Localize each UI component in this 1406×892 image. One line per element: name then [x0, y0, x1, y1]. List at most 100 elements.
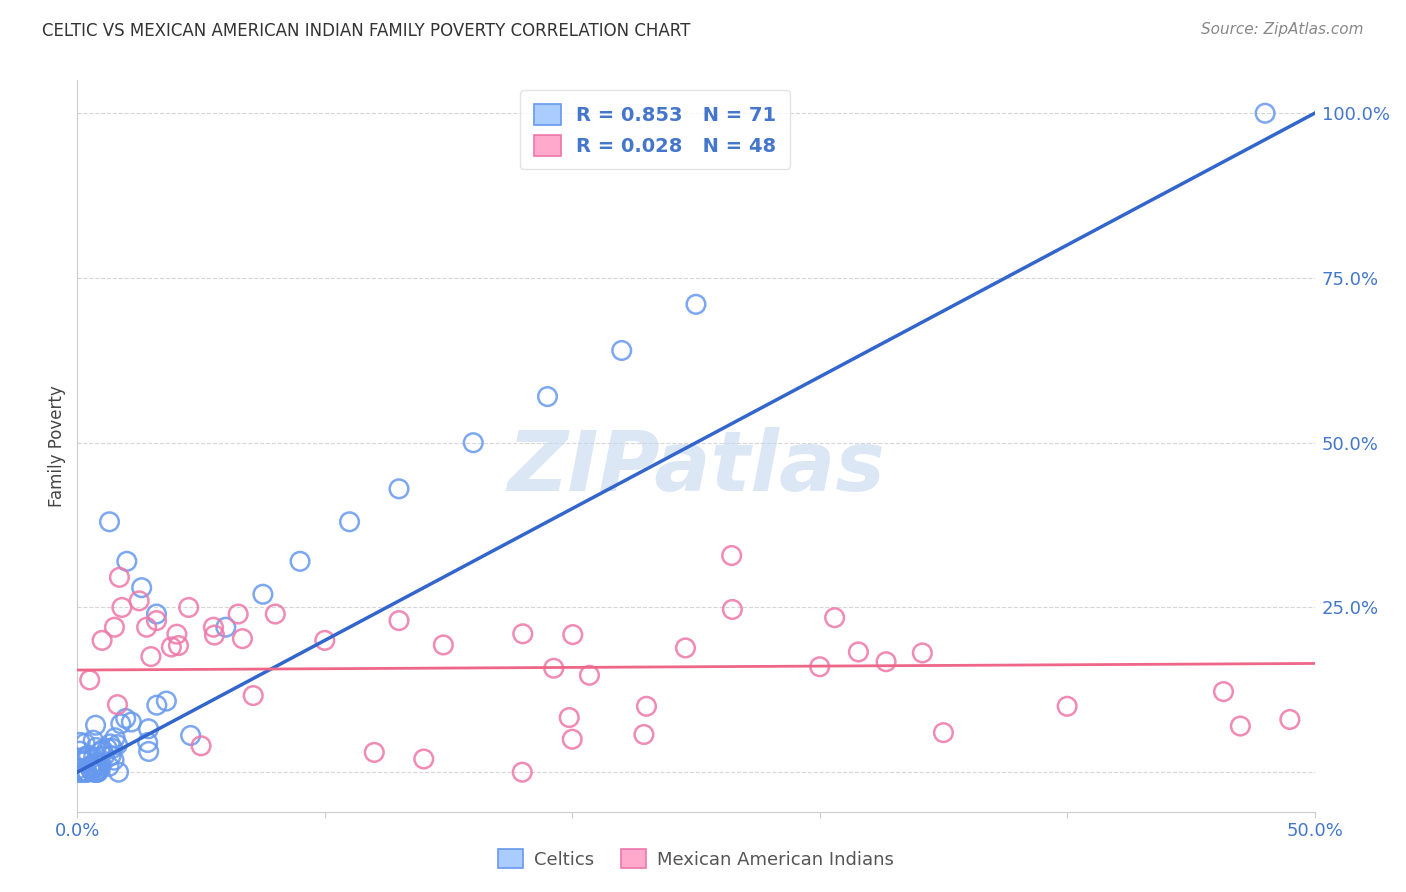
Celtics: [86, 765, 108, 780]
Celtics: [131, 581, 153, 595]
Celtics: [104, 731, 127, 745]
Celtics: [76, 765, 98, 780]
Mexican American Indians: [875, 655, 897, 669]
Celtics: [101, 741, 124, 756]
Celtics: [75, 736, 97, 750]
Celtics: [107, 765, 129, 780]
Mexican American Indians: [242, 689, 264, 703]
Mexican American Indians: [79, 673, 101, 687]
Celtics: [98, 737, 121, 751]
Mexican American Indians: [107, 698, 129, 712]
Celtics: [89, 756, 111, 771]
Mexican American Indians: [432, 638, 454, 652]
Celtics: [79, 759, 101, 773]
Mexican American Indians: [139, 649, 162, 664]
Celtics: [83, 750, 105, 764]
Celtics: [155, 694, 177, 708]
Legend: Celtics, Mexican American Indians: Celtics, Mexican American Indians: [491, 841, 901, 876]
Celtics: [146, 698, 169, 713]
Mexican American Indians: [231, 632, 253, 646]
Mexican American Indians: [721, 602, 744, 616]
Celtics: [110, 716, 132, 731]
Celtics: [288, 554, 311, 568]
Celtics: [98, 759, 121, 773]
Mexican American Indians: [675, 640, 697, 655]
Celtics: [120, 714, 142, 729]
Celtics: [90, 756, 112, 771]
Celtics: [98, 515, 121, 529]
Celtics: [87, 765, 110, 780]
Mexican American Indians: [190, 739, 212, 753]
Celtics: [70, 751, 93, 765]
Mexican American Indians: [167, 639, 190, 653]
Celtics: [138, 722, 160, 736]
Mexican American Indians: [108, 570, 131, 584]
Mexican American Indians: [145, 614, 167, 628]
Mexican American Indians: [202, 620, 225, 634]
Mexican American Indians: [363, 746, 385, 760]
Mexican American Indians: [932, 725, 955, 739]
Celtics: [84, 756, 107, 770]
Celtics: [69, 744, 91, 758]
Mexican American Indians: [720, 549, 742, 563]
Celtics: [77, 748, 100, 763]
Mexican American Indians: [561, 732, 583, 747]
Mexican American Indians: [128, 594, 150, 608]
Mexican American Indians: [111, 600, 134, 615]
Celtics: [103, 753, 125, 767]
Celtics: [180, 729, 202, 743]
Celtics: [115, 554, 138, 568]
Mexican American Indians: [633, 727, 655, 741]
Celtics: [69, 765, 91, 780]
Mexican American Indians: [1056, 699, 1078, 714]
Text: Source: ZipAtlas.com: Source: ZipAtlas.com: [1201, 22, 1364, 37]
Celtics: [89, 758, 111, 772]
Celtics: [72, 765, 94, 780]
Celtics: [138, 744, 160, 758]
Mexican American Indians: [561, 627, 583, 641]
Mexican American Indians: [160, 640, 183, 654]
Celtics: [89, 763, 111, 777]
Mexican American Indians: [412, 752, 434, 766]
Celtics: [136, 735, 159, 749]
Mexican American Indians: [314, 633, 336, 648]
Celtics: [145, 607, 167, 621]
Celtics: [93, 748, 115, 763]
Celtics: [1254, 106, 1277, 120]
Mexican American Indians: [388, 614, 411, 628]
Celtics: [114, 711, 136, 725]
Mexican American Indians: [177, 600, 200, 615]
Mexican American Indians: [1229, 719, 1251, 733]
Celtics: [91, 742, 114, 756]
Celtics: [86, 764, 108, 779]
Mexican American Indians: [636, 699, 658, 714]
Celtics: [69, 735, 91, 749]
Mexican American Indians: [135, 620, 157, 634]
Celtics: [73, 755, 96, 769]
Celtics: [80, 764, 103, 778]
Mexican American Indians: [103, 620, 125, 634]
Celtics: [685, 297, 707, 311]
Celtics: [80, 763, 103, 777]
Text: ZIPatlas: ZIPatlas: [508, 427, 884, 508]
Celtics: [96, 741, 118, 756]
Mexican American Indians: [558, 710, 581, 724]
Mexican American Indians: [911, 646, 934, 660]
Mexican American Indians: [510, 765, 533, 780]
Celtics: [100, 748, 122, 763]
Celtics: [76, 765, 98, 780]
Celtics: [252, 587, 274, 601]
Mexican American Indians: [808, 659, 831, 673]
Celtics: [84, 740, 107, 755]
Mexican American Indians: [824, 610, 846, 624]
Celtics: [536, 390, 558, 404]
Celtics: [73, 765, 96, 780]
Mexican American Indians: [512, 627, 534, 641]
Text: CELTIC VS MEXICAN AMERICAN INDIAN FAMILY POVERTY CORRELATION CHART: CELTIC VS MEXICAN AMERICAN INDIAN FAMILY…: [42, 22, 690, 40]
Mexican American Indians: [848, 645, 870, 659]
Celtics: [84, 718, 107, 732]
Celtics: [87, 756, 110, 770]
Celtics: [388, 482, 411, 496]
Mexican American Indians: [1212, 684, 1234, 698]
Mexican American Indians: [226, 607, 249, 621]
